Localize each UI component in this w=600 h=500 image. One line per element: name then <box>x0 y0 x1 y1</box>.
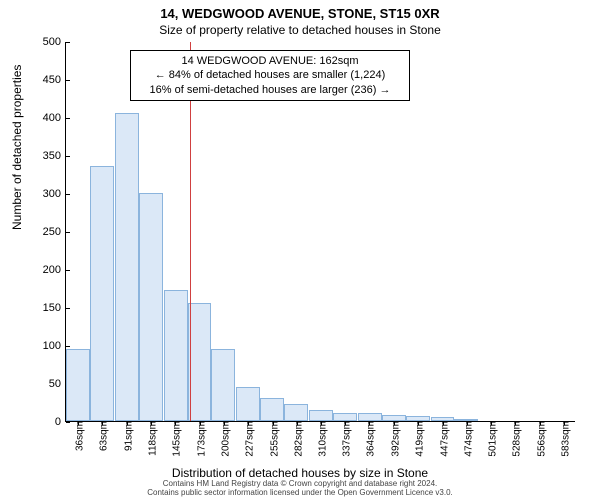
x-tick: 282sqm <box>289 421 304 457</box>
y-tick: 350 <box>43 150 66 162</box>
x-tick: 36sqm <box>71 421 86 451</box>
x-tick: 255sqm <box>265 421 280 457</box>
footer-line1: Contains HM Land Registry data © Crown c… <box>0 479 600 489</box>
x-tick: 337sqm <box>338 421 353 457</box>
x-tick: 447sqm <box>435 421 450 457</box>
histogram-bar <box>309 410 333 421</box>
histogram-bar <box>115 113 139 421</box>
y-tick: 50 <box>49 378 66 390</box>
x-tick: 474sqm <box>459 421 474 457</box>
histogram-bar <box>236 387 260 421</box>
y-tick: 0 <box>55 416 66 428</box>
histogram-bar <box>284 404 308 421</box>
histogram-bar <box>90 166 114 421</box>
histogram-bar <box>454 419 478 421</box>
y-axis-label: Number of detached properties <box>10 65 24 230</box>
x-tick: 63sqm <box>95 421 110 451</box>
y-tick: 300 <box>43 188 66 200</box>
x-tick: 91sqm <box>120 421 135 451</box>
footer-attribution: Contains HM Land Registry data © Crown c… <box>0 479 600 498</box>
histogram-bar <box>406 416 430 421</box>
chart-title-main: 14, WEDGWOOD AVENUE, STONE, ST15 0XR <box>0 0 600 21</box>
x-tick: 227sqm <box>240 421 255 457</box>
x-tick: 392sqm <box>387 421 402 457</box>
annotation-line: 14 WEDGWOOD AVENUE: 162sqm <box>137 54 403 68</box>
x-tick: 310sqm <box>314 421 329 457</box>
chart-plot-area: 05010015020025030035040045050036sqm63sqm… <box>65 42 575 422</box>
y-tick: 200 <box>43 264 66 276</box>
annotation-line: 16% of semi-detached houses are larger (… <box>137 83 403 97</box>
histogram-bar <box>431 417 455 421</box>
y-tick: 450 <box>43 74 66 86</box>
histogram-bar <box>211 349 235 421</box>
y-tick: 400 <box>43 112 66 124</box>
histogram-bar <box>66 349 90 421</box>
x-tick: 173sqm <box>192 421 207 457</box>
histogram-bar <box>260 398 284 421</box>
x-tick: 200sqm <box>216 421 231 457</box>
annotation-box: 14 WEDGWOOD AVENUE: 162sqm← 84% of detac… <box>130 50 410 101</box>
x-tick: 528sqm <box>507 421 522 457</box>
x-tick: 556sqm <box>532 421 547 457</box>
x-tick: 419sqm <box>411 421 426 457</box>
y-tick: 500 <box>43 36 66 48</box>
y-tick: 250 <box>43 226 66 238</box>
y-tick: 150 <box>43 302 66 314</box>
histogram-bar <box>139 193 163 421</box>
x-tick: 118sqm <box>144 421 159 456</box>
x-tick: 583sqm <box>556 421 571 457</box>
histogram-bar <box>333 413 357 421</box>
histogram-bar <box>358 413 382 421</box>
histogram-bar <box>382 415 406 421</box>
x-tick: 145sqm <box>168 421 183 457</box>
y-tick: 100 <box>43 340 66 352</box>
footer-line2: Contains public sector information licen… <box>0 488 600 498</box>
annotation-line: ← 84% of detached houses are smaller (1,… <box>137 68 403 82</box>
x-tick: 501sqm <box>483 421 498 457</box>
chart-title-sub: Size of property relative to detached ho… <box>0 21 600 37</box>
x-tick: 364sqm <box>362 421 377 457</box>
histogram-bar <box>164 290 188 421</box>
